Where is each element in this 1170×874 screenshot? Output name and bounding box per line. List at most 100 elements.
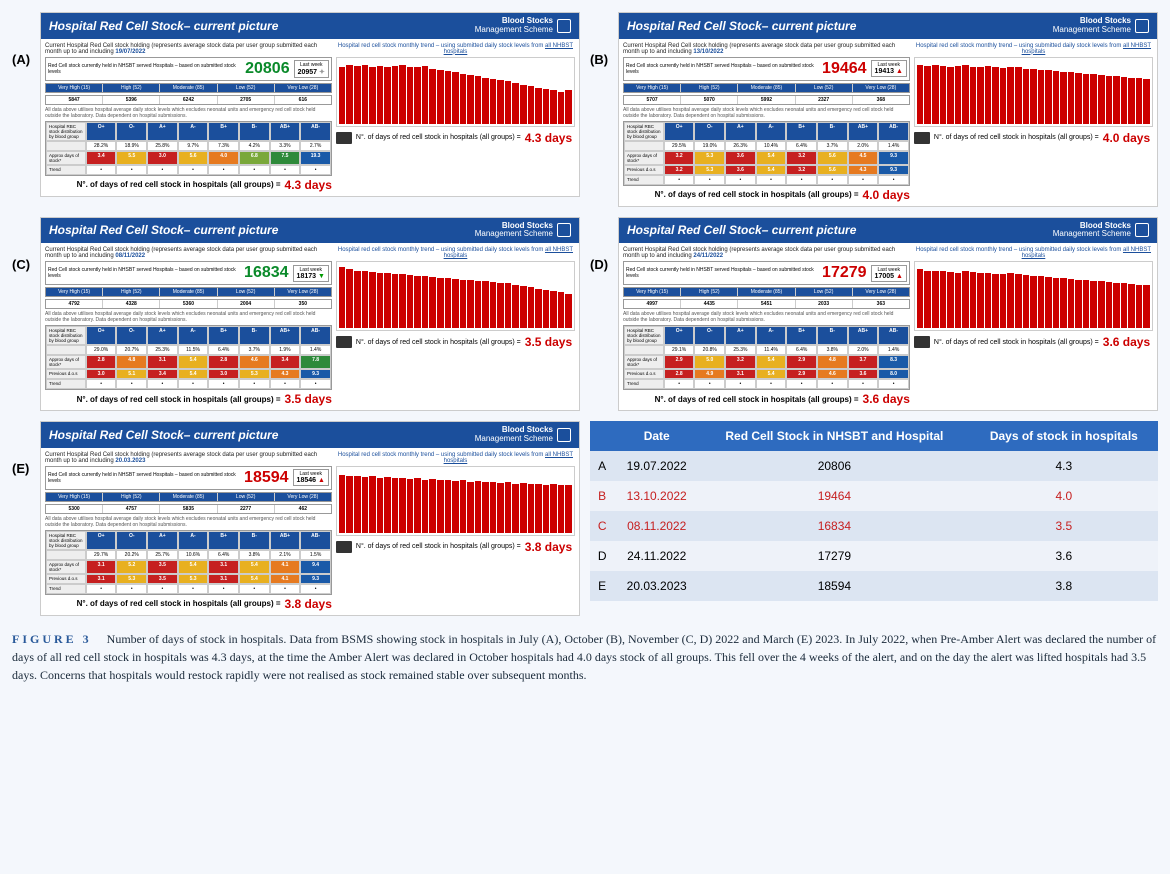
trend-bar — [414, 478, 421, 532]
trend-bar — [1090, 281, 1097, 328]
dist-cell: 29.5% — [664, 141, 695, 151]
trend-bar — [1015, 67, 1022, 123]
trend-bar — [1053, 278, 1060, 329]
dashboard: Hospital Red Cell Stock– current picture… — [40, 217, 580, 412]
trend-bar — [1023, 275, 1030, 328]
trend-bar — [490, 482, 497, 533]
days-summary-right: N°. of days of red cell stock in hospita… — [914, 335, 1153, 349]
panel-label: (A) — [12, 12, 36, 67]
level-value: 2705 — [218, 96, 275, 104]
blood-group-header: AB+ — [270, 122, 301, 141]
approx-cell: 5.4 — [239, 560, 270, 574]
dashboard-header: Hospital Red Cell Stock– current picture… — [41, 13, 579, 39]
level-header: Very Low (28) — [275, 84, 331, 92]
trend-bar — [1128, 284, 1135, 328]
trend-bar — [985, 273, 992, 329]
trend-cell: • — [147, 379, 178, 389]
dist-cell: 6.4% — [786, 345, 817, 355]
days-summary-text: N°. of days of red cell stock in hospita… — [655, 190, 859, 199]
prev-cell: 5.4 — [756, 369, 787, 379]
panel-A: (A) Hospital Red Cell Stock– current pic… — [12, 12, 580, 207]
prev-cell: 9.3 — [300, 574, 331, 584]
levels-value-row: 5707507059922327368 — [623, 95, 910, 105]
dist-cell: 2.7% — [300, 141, 331, 151]
trend-bar — [369, 476, 376, 532]
trend-cell: • — [86, 584, 117, 594]
trend-bar — [377, 66, 384, 124]
trend-bar — [445, 480, 452, 533]
trend-bar — [339, 67, 346, 123]
blood-group-header: B- — [817, 326, 848, 345]
trend-cell: • — [817, 379, 848, 389]
level-value: 5300 — [46, 505, 103, 513]
blood-group-header: A+ — [147, 531, 178, 550]
trend-bar — [490, 282, 497, 328]
brand-icon — [557, 223, 571, 237]
level-header: Very High (15) — [624, 288, 681, 296]
level-value: 5360 — [160, 300, 217, 308]
trend-bar — [520, 483, 527, 533]
prev-cell: 9.3 — [300, 369, 331, 379]
prev-cell: 4.1 — [270, 574, 301, 584]
level-header: Moderate (85) — [160, 493, 217, 501]
dist-cell: 3.8% — [239, 550, 270, 560]
approx-cell: 5.4 — [756, 355, 787, 369]
prev-cell: 8.0 — [878, 369, 909, 379]
blood-row-header: Previous d.o.s — [624, 165, 664, 175]
trend-cell: • — [664, 379, 695, 389]
trend-bar — [1053, 71, 1060, 123]
dashboard-header: Hospital Red Cell Stock– current picture… — [619, 218, 1157, 244]
summary-days: 4.3 — [970, 451, 1158, 481]
blood-group-header: AB- — [878, 122, 909, 141]
intro-text: Current Hospital Red Cell stock holding … — [623, 43, 910, 55]
trend-bar — [924, 66, 931, 124]
summary-table-wrap: DateRed Cell Stock in NHSBT and Hospital… — [590, 421, 1158, 616]
level-header: Moderate (85) — [738, 288, 795, 296]
trend-bar — [362, 65, 369, 123]
summary-key: B — [590, 481, 614, 511]
approx-cell: 5.3 — [694, 151, 725, 165]
trend-bar — [437, 278, 444, 329]
trend-chart — [336, 261, 575, 331]
intro-text: Current Hospital Red Cell stock holding … — [45, 43, 332, 55]
trend-bar — [377, 273, 384, 329]
trend-bar — [528, 86, 535, 123]
dist-cell: 29.7% — [86, 550, 117, 560]
trend-bar — [558, 485, 565, 532]
truck-icon — [914, 132, 930, 144]
trend-bar — [429, 277, 436, 328]
approx-cell: 4.8 — [116, 355, 147, 369]
blood-group-header: O- — [116, 326, 147, 345]
level-header: Low (52) — [218, 288, 275, 296]
days-summary-text: N°. of days of red cell stock in hospita… — [77, 395, 281, 404]
trend-title: Hospital red cell stock monthly trend – … — [336, 247, 575, 259]
trend-cell: • — [694, 379, 725, 389]
approx-cell: 5.5 — [116, 151, 147, 165]
blood-group-header: B+ — [208, 122, 239, 141]
summary-date: 13.10.2022 — [614, 481, 699, 511]
dist-cell: 19.0% — [694, 141, 725, 151]
approx-cell: 7.5 — [270, 151, 301, 165]
note-text: All data above utilises hospital average… — [45, 107, 332, 119]
level-header: Moderate (85) — [160, 288, 217, 296]
blood-group-header: O- — [694, 326, 725, 345]
trend-cell: • — [239, 584, 270, 594]
trend-chart — [914, 57, 1153, 127]
approx-cell: 4.6 — [239, 355, 270, 369]
level-value: 5451 — [738, 300, 795, 308]
trend-bar — [505, 81, 512, 123]
trend-bar — [392, 478, 399, 532]
trend-bar — [992, 67, 999, 123]
blood-row-header — [624, 141, 664, 151]
blood-group-grid: Hospital RBC stock distribution by blood… — [623, 325, 910, 390]
trend-bar — [940, 271, 947, 329]
trend-bar — [407, 479, 414, 533]
trend-bar — [422, 480, 429, 533]
levels-value-row: 4792432853602004350 — [45, 299, 332, 309]
dist-cell: 3.7% — [817, 141, 848, 151]
blood-group-header: O+ — [86, 122, 117, 141]
blood-group-grid: Hospital RBC stock distribution by blood… — [623, 121, 910, 186]
trend-bar — [422, 66, 429, 124]
panel-label: (D) — [590, 217, 614, 272]
trend-bar — [1143, 79, 1150, 124]
